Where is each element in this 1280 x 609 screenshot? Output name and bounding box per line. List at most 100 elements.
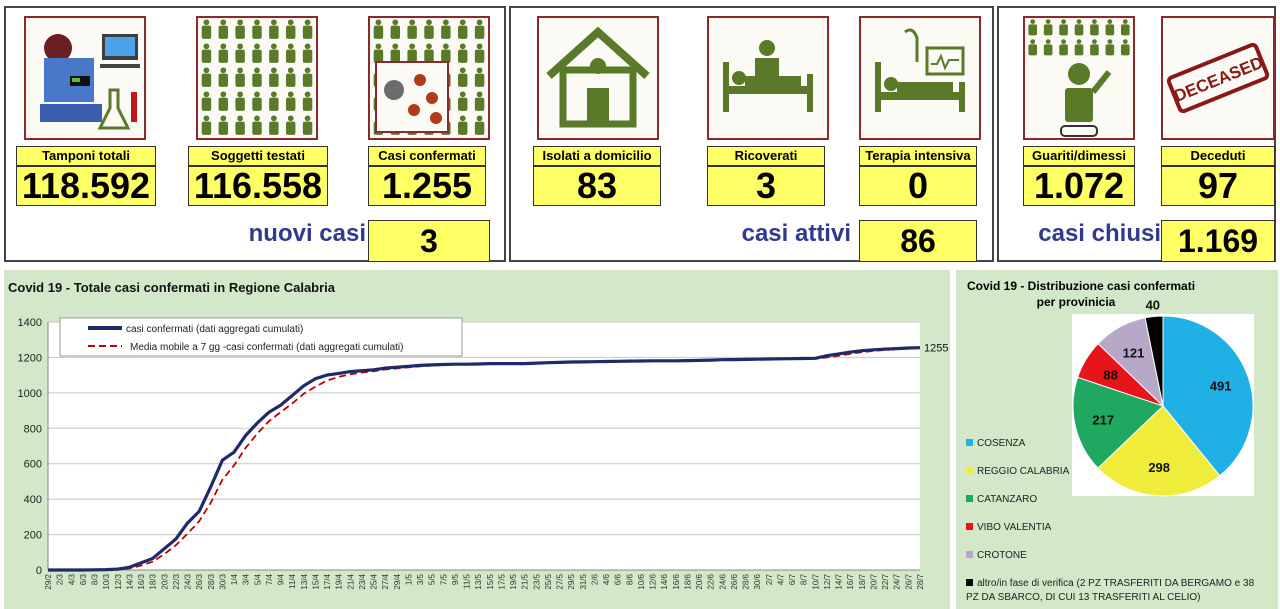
- x-tick-label: 18/3: [149, 573, 158, 589]
- card-label: Tamponi totali: [16, 146, 156, 166]
- x-tick-label: 4/7: [776, 573, 785, 585]
- card-isolati: Isolati a domicilio 83: [533, 16, 661, 206]
- legend-label: Media mobile a 7 gg -casi confermati (da…: [130, 342, 403, 353]
- legend-label: REGGIO CALABRIA: [977, 466, 1070, 477]
- active-group: Isolati a domicilio 83 Ricoverati 3: [509, 6, 994, 262]
- pie-data-label: 298: [1148, 460, 1170, 475]
- x-tick-label: 30/6: [753, 573, 762, 589]
- x-tick-label: 16/6: [672, 573, 681, 589]
- recovered-person-icon: [1023, 16, 1135, 140]
- card-terapia-intensiva: Terapia intensiva 0: [859, 16, 981, 206]
- hospital-bed-icon: [707, 16, 829, 140]
- y-tick-label: 200: [24, 530, 42, 542]
- x-tick-label: 12/6: [649, 573, 658, 589]
- x-tick-label: 5/5: [428, 573, 437, 585]
- x-tick-label: 13/5: [474, 573, 483, 589]
- legend-swatch: [966, 467, 973, 474]
- pie-data-label: 40: [1146, 298, 1160, 313]
- pie-data-label: 217: [1092, 412, 1114, 427]
- legend-item: CATANZARO: [966, 493, 1166, 507]
- legend-swatch: [966, 439, 973, 446]
- x-tick-label: 19/5: [509, 573, 518, 589]
- x-tick-label: 4/6: [602, 573, 611, 585]
- card-value: 116.558: [188, 166, 328, 206]
- x-tick-label: 21/5: [521, 573, 530, 589]
- x-tick-label: 26/3: [195, 573, 204, 589]
- legend-swatch: [966, 579, 973, 586]
- x-tick-label: 22/7: [881, 573, 890, 589]
- x-tick-label: 2/7: [765, 573, 774, 585]
- pie-data-label: 88: [1103, 367, 1117, 382]
- card-value: 1.255: [368, 166, 486, 206]
- closed-cases-label: casi chiusi: [1038, 220, 1161, 247]
- x-tick-label: 14/6: [660, 573, 669, 589]
- x-tick-label: 30/3: [218, 573, 227, 589]
- x-tick-label: 26/6: [730, 573, 739, 589]
- legend-item: REGGIO CALABRIA: [966, 465, 1166, 479]
- y-tick-label: 0: [36, 565, 42, 577]
- x-tick-label: 7/5: [439, 573, 448, 585]
- pie-slice: [1097, 405, 1221, 497]
- x-tick-label: 31/5: [579, 573, 588, 589]
- x-tick-label: 13/4: [300, 573, 309, 589]
- x-tick-label: 28/7: [916, 573, 925, 589]
- x-tick-label: 8/6: [625, 573, 634, 585]
- icu-bed-icon: [859, 16, 981, 140]
- x-tick-label: 25/4: [370, 573, 379, 589]
- pie-slice: [1144, 315, 1164, 407]
- x-tick-label: 29/4: [393, 573, 402, 589]
- cumulative-cases-chart: Covid 19 - Totale casi confermati in Reg…: [4, 270, 950, 609]
- legend-label: casi confermati (dati aggregati cumulati…: [126, 324, 303, 335]
- x-tick-label: 16/7: [846, 573, 855, 589]
- x-tick-label: 29/5: [567, 573, 576, 589]
- card-soggetti: Soggetti testati 116.558: [188, 16, 328, 206]
- x-tick-label: 20/3: [160, 573, 169, 589]
- x-tick-label: 12/3: [114, 573, 123, 589]
- legend-item: altro/in fase di verifica (2 PZ TRASFERI…: [966, 577, 1266, 605]
- dashboard-header: Tamponi totali 118.592 Soggetti testati …: [4, 6, 1276, 262]
- virus-person-icon: [368, 16, 490, 140]
- legend-label: COSENZA: [977, 438, 1026, 449]
- x-tick-label: 9/5: [451, 573, 460, 585]
- active-cases-label: casi attivi: [741, 220, 851, 247]
- closed-group: Guariti/dimessi 1.072 DECEASED Deceduti …: [997, 6, 1276, 262]
- pie-data-label: 121: [1123, 345, 1145, 360]
- x-tick-label: 6/7: [788, 573, 797, 585]
- x-tick-label: 3/5: [416, 573, 425, 585]
- pie-slice: [1072, 376, 1164, 469]
- x-tick-label: 12/7: [823, 573, 832, 589]
- card-value: 3: [707, 166, 825, 206]
- pie-chart-svg: 491 298 217 88 121 40: [1072, 298, 1254, 497]
- card-value: 97: [1161, 166, 1275, 206]
- x-tick-label: 14/7: [835, 573, 844, 589]
- chart-title: Covid 19 - Totale casi confermati in Reg…: [8, 280, 336, 295]
- x-tick-label: 23/5: [532, 573, 541, 589]
- card-guariti: Guariti/dimessi 1.072: [1023, 16, 1145, 206]
- new-cases-value: 3: [368, 220, 490, 262]
- x-tick-label: 24/6: [718, 573, 727, 589]
- y-tick-label: 1200: [18, 352, 42, 364]
- x-tick-label: 17/4: [323, 573, 332, 589]
- x-tick-label: 7/4: [265, 573, 274, 585]
- card-value: 83: [533, 166, 661, 206]
- card-casi-confermati: Casi confermati 1.255: [368, 16, 490, 206]
- x-tick-label: 16/3: [137, 573, 146, 589]
- x-tick-label: 17/5: [497, 573, 506, 589]
- card-label: Deceduti: [1161, 146, 1275, 166]
- card-label: Ricoverati: [707, 146, 825, 166]
- x-tick-label: 24/3: [184, 573, 193, 589]
- x-tick-label: 1/4: [230, 573, 239, 585]
- x-tick-label: 10/3: [102, 573, 111, 589]
- card-label: Casi confermati: [368, 146, 486, 166]
- x-tick-label: 8/7: [800, 573, 809, 585]
- x-tick-label: 23/4: [358, 573, 367, 589]
- legend-label: CROTONE: [977, 550, 1027, 561]
- x-tick-label: 10/7: [811, 573, 820, 589]
- deceased-stamp-icon: DECEASED: [1161, 16, 1275, 140]
- active-cases-value: 86: [859, 220, 977, 262]
- pie-title-line-1: Covid 19 - Distribuzione casi confermati: [967, 279, 1196, 293]
- x-tick-label: 28/6: [742, 573, 751, 589]
- province-distribution-chart: Covid 19 - Distribuzione casi confermati…: [956, 270, 1278, 609]
- legend-label: altro/in fase di verifica (2 PZ TRASFERI…: [966, 578, 1255, 603]
